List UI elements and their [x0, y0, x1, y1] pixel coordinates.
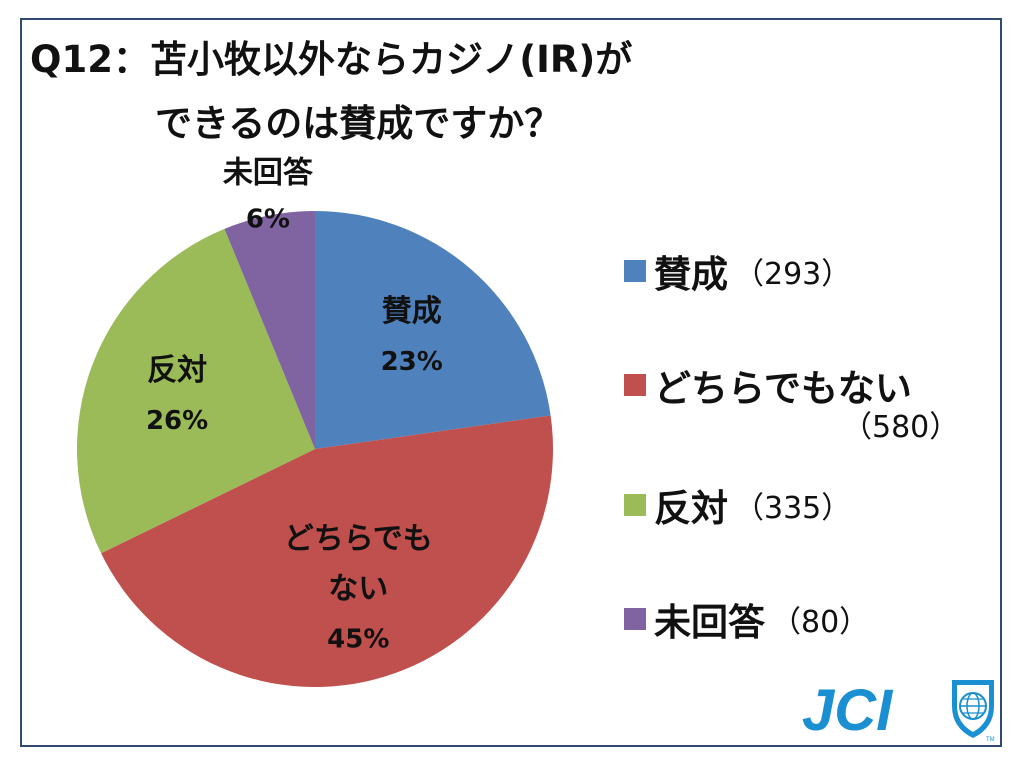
slice-label-mikaito: 未回答: [223, 155, 314, 190]
pie-slice-dochiram: [101, 415, 554, 688]
pie-slice-mikaito: [224, 211, 315, 449]
jci-logo: JCI TM: [802, 678, 995, 742]
slice-label-dochiram: ない: [328, 572, 388, 607]
slice-percent-sansei: 23%: [381, 347, 443, 377]
globe-shield-icon: [952, 680, 994, 738]
slice-percent-mikaito: 6%: [246, 204, 290, 234]
slice-label-dochiram: どちらでも: [284, 522, 433, 557]
slice-percent-hantai: 26%: [146, 406, 208, 436]
chart-title: Q12：苫小牧以外ならカジノ(IR)が できるのは賛成ですか？: [30, 28, 632, 156]
pie-slice-sansei: [315, 211, 551, 449]
logo-text: JCI: [802, 678, 894, 742]
title-line-1: Q12：苫小牧以外ならカジノ(IR)が: [30, 38, 633, 81]
title-line-2: できるのは賛成ですか？: [155, 102, 562, 145]
logo-tm: TM: [986, 737, 995, 742]
slice-label-hantai: 反対: [147, 353, 207, 388]
slice-label-sansei: 賛成: [382, 294, 442, 329]
slide-frame: [20, 18, 1002, 747]
slice-percent-dochiram: 45%: [327, 625, 389, 655]
pie-slice-hantai: [77, 228, 315, 554]
